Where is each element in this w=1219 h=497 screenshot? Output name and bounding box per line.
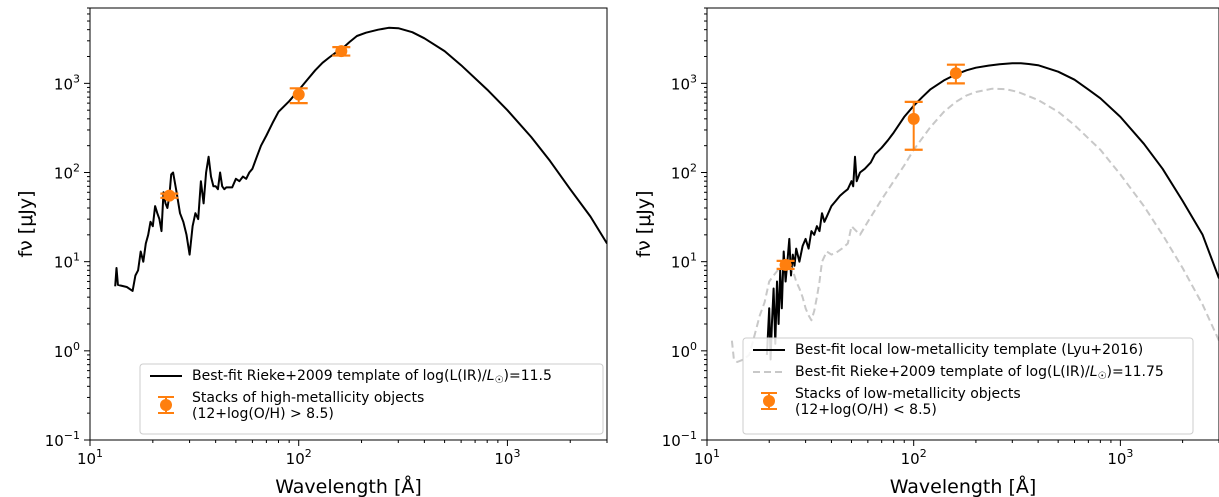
legend-entry-line: Best-fit Rieke+2009 template of log(L(IR… [192,368,552,386]
legend-entry-label: Stacks of low-metallicity objects (12+log… [795,386,1021,418]
y-tick-label: 100 [54,340,80,361]
x-tick-label: 103 [1107,447,1133,468]
legend-entry-label: Best-fit Rieke+2009 template of log(L(IR… [795,364,1164,382]
tick-label-base: 10 [54,343,73,361]
x-tick-label: 103 [494,447,520,468]
tick-label-exponent: 1 [73,251,80,264]
tick-label-base: 10 [1107,450,1126,468]
legend-entry-line: (12+log(O/H) > 8.5) [192,406,334,422]
tick-label-base: 10 [45,432,64,450]
x-axis-label: Wavelength [Å] [890,475,1037,497]
tick-label-exponent: 1 [96,447,103,460]
y-tick-label: 103 [671,72,697,93]
legend-frame [742,337,1194,435]
legend-entry-line: Best-fit Rieke+2009 template of log(L(IR… [795,364,1164,382]
tick-label-exponent: 3 [73,72,80,85]
tick-label-exponent: 3 [690,72,697,85]
data-point-1 [907,112,920,125]
legend-entry-line: (12+log(O/H) < 8.5) [795,402,937,418]
tick-label-base: 10 [694,450,713,468]
x-axis-label: Wavelength [Å] [275,475,422,497]
y-tick-label: 103 [54,72,80,93]
tick-label-exponent: 0 [690,340,697,353]
tick-label-exponent: −1 [681,429,697,442]
x-tick-label: 102 [286,447,312,468]
tick-label-base: 10 [671,343,690,361]
tick-label-exponent: −1 [64,429,80,442]
legend-swatch-marker [160,399,172,411]
x-tick-label: 102 [901,447,927,468]
tick-label-exponent: 2 [305,447,312,460]
tick-label-base: 10 [671,165,690,183]
tick-label-base: 10 [286,450,305,468]
legend: Best-fit Rieke+2009 template of log(L(IR… [139,363,604,435]
tick-label-exponent: 2 [920,447,927,460]
tick-label-base: 10 [54,75,73,93]
plot-area [730,62,1219,363]
plot-area [114,26,607,292]
y-axis-label: fν [μJy] [15,190,37,257]
data-point-1 [292,88,305,101]
y-tick-label: 102 [671,162,697,183]
tick-label-base: 10 [671,254,690,272]
data-point-2 [949,67,962,80]
tick-label-base: 10 [77,450,96,468]
y-axis-label: fν [μJy] [633,190,655,257]
tick-label-base: 10 [662,432,681,450]
series-line-1 [730,87,1219,363]
legend-entry-label: Stacks of high-metallicity objects (12+lo… [192,390,424,422]
data-point-0 [779,258,792,271]
series-line-0 [114,26,607,292]
y-tick-label: 100 [671,340,697,361]
tick-label-base: 10 [671,75,690,93]
legend-frame [139,363,604,435]
tick-label-base: 10 [54,165,73,183]
legend-swatch-marker [763,395,775,407]
tick-label-base: 10 [54,254,73,272]
tick-label-exponent: 3 [513,447,520,460]
y-tick-label: 101 [54,251,80,272]
tick-label-exponent: 1 [690,251,697,264]
legend-entry-label: Best-fit local low-metallicity template … [795,342,1143,358]
tick-label-exponent: 2 [690,162,697,175]
tick-label-exponent: 3 [1126,447,1133,460]
y-tick-label: 10−1 [45,429,80,450]
x-tick-label: 101 [694,447,720,468]
axes-frame [706,7,1219,441]
tick-label-base: 10 [901,450,920,468]
y-tick-label: 101 [671,251,697,272]
axes-frame [89,7,608,441]
data-point-2 [335,45,348,58]
legend-entry-line: Stacks of low-metallicity objects [795,386,1021,402]
tick-label-exponent: 2 [73,162,80,175]
legend: Best-fit local low-metallicity template … [742,337,1194,435]
tick-label-exponent: 0 [73,340,80,353]
legend-entry-line: Stacks of high-metallicity objects [192,390,424,406]
y-tick-label: 10−1 [662,429,697,450]
legend-entry-label: Best-fit Rieke+2009 template of log(L(IR… [192,368,552,386]
legend-entry-line: Best-fit local low-metallicity template … [795,342,1143,358]
series-line-0 [765,62,1219,361]
x-tick-label: 101 [77,447,103,468]
tick-label-base: 10 [494,450,513,468]
data-point-0 [163,189,176,202]
tick-label-exponent: 1 [713,447,720,460]
y-tick-label: 102 [54,162,80,183]
